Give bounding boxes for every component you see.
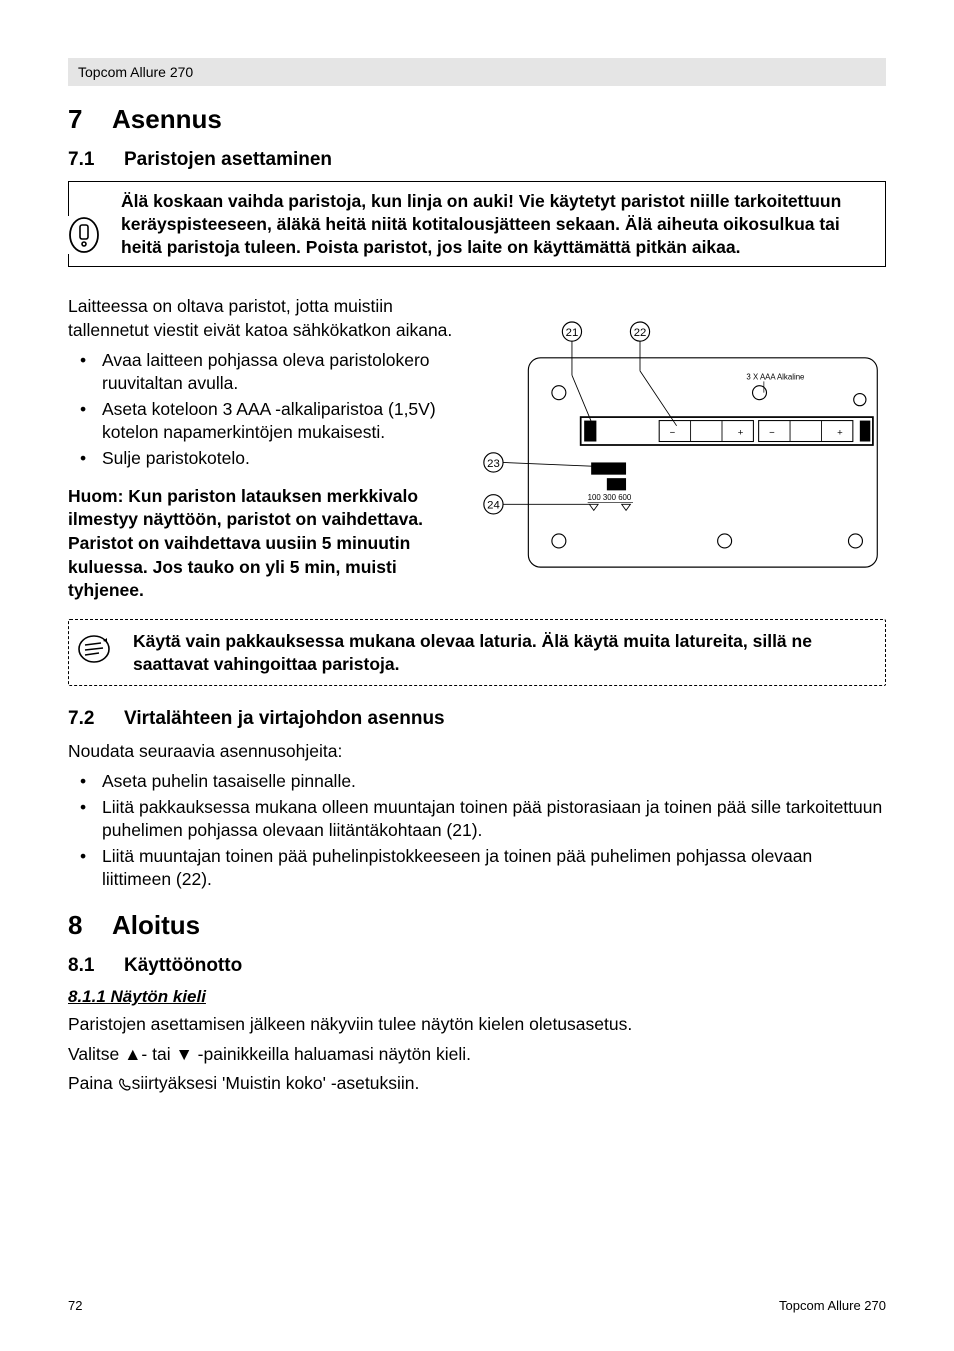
list-item: Aseta koteloon 3 AAA -alkaliparistoa (1,… — [68, 398, 468, 445]
list-item: Aseta puhelin tasaiselle pinnalle. — [68, 770, 886, 794]
svg-text:+: + — [738, 428, 744, 439]
intro-paragraph: Laitteessa on oltava paristot, jotta mui… — [68, 295, 468, 342]
subsection-8-1-title: Käyttöönotto — [124, 955, 242, 976]
svg-text:−: − — [670, 428, 676, 439]
bullet-list-1: Avaa laitteen pohjassa oleva paristoloke… — [68, 349, 468, 471]
text-span: - tai — [141, 1044, 175, 1064]
svg-text:−: − — [769, 428, 775, 439]
para-8-1-1-c: Paina siirtyäksesi 'Muistin koko' -asetu… — [68, 1072, 886, 1096]
page-header: Topcom Allure 270 — [68, 58, 886, 86]
text-span: Paina — [68, 1073, 118, 1093]
bullet-list-2: Aseta puhelin tasaiselle pinnalle. Liitä… — [68, 770, 886, 892]
up-triangle-icon: ▲ — [124, 1044, 141, 1064]
slider-numbers: 100 300 600 — [588, 493, 632, 502]
section-7-heading: 7Asennus — [68, 104, 886, 135]
note-icon — [77, 634, 111, 664]
note-box: Käytä vain pakkauksessa mukana olevaa la… — [68, 619, 886, 687]
list-item: Avaa laitteen pohjassa oleva paristoloke… — [68, 349, 468, 396]
page-footer: 72 Topcom Allure 270 — [68, 1298, 886, 1313]
para-8-1-1-b: Valitse ▲- tai ▼ -painikkeilla haluamasi… — [68, 1043, 886, 1067]
subsection-7-2-heading: 7.2Virtalähteen ja virtajohdon asennus — [68, 708, 886, 730]
list-item: Liitä muuntajan toinen pää puhelinpistok… — [68, 845, 886, 892]
battery-label: 3 X AAA Alkaline — [746, 373, 805, 382]
svg-text:+: + — [837, 428, 843, 439]
section-8-heading: 8Aloitus — [68, 910, 886, 941]
page-number: 72 — [68, 1298, 82, 1313]
section-8-number: 8 — [68, 910, 112, 941]
para-8-1-1-a: Paristojen asettamisen jälkeen näkyviin … — [68, 1013, 886, 1037]
subsection-8-1-heading: 8.1Käyttöönotto — [68, 955, 886, 977]
phone-icon — [118, 1077, 132, 1091]
text-span: Valitse — [68, 1044, 124, 1064]
callout-23: 23 — [487, 458, 500, 470]
subsection-8-1-1-heading: 8.1.1 Näytön kieli — [68, 987, 886, 1007]
text-span: -painikkeilla haluamasi näytön kieli. — [193, 1044, 471, 1064]
subsection-7-1-title: Paristojen asettaminen — [124, 149, 332, 170]
warning-text: Älä koskaan vaihda paristoja, kun linja … — [121, 190, 873, 258]
section-7-title: Asennus — [112, 104, 222, 134]
down-triangle-icon: ▼ — [175, 1044, 192, 1064]
callout-22: 22 — [634, 327, 647, 339]
list-item: Sulje paristokotelo. — [68, 447, 468, 471]
warning-box: Älä koskaan vaihda paristoja, kun linja … — [68, 181, 886, 267]
subsection-7-1-heading: 7.1Paristojen asettaminen — [68, 149, 886, 171]
footer-model: Topcom Allure 270 — [779, 1298, 886, 1313]
subsection-7-1-number: 7.1 — [68, 149, 124, 171]
device-diagram: 21 22 23 24 — [476, 295, 886, 603]
subsection-8-1-number: 8.1 — [68, 955, 124, 977]
section-7-number: 7 — [68, 104, 112, 135]
subsection-7-2-number: 7.2 — [68, 708, 124, 730]
subsection-7-2-title: Virtalähteen ja virtajohdon asennus — [124, 708, 445, 729]
bold-note: Huom: Kun pariston latauksen merkkivalo … — [68, 485, 468, 603]
callout-24: 24 — [487, 500, 500, 512]
para-7-2-intro: Noudata seuraavia asennusohjeita: — [68, 740, 886, 764]
callout-21: 21 — [566, 327, 579, 339]
list-item: Liitä pakkauksessa mukana olleen muuntaj… — [68, 796, 886, 843]
note-text: Käytä vain pakkauksessa mukana olevaa la… — [133, 630, 871, 676]
warning-icon — [67, 216, 101, 254]
section-8-title: Aloitus — [112, 910, 200, 940]
text-span: siirtyäksesi 'Muistin koko' -asetuksiin. — [132, 1073, 420, 1093]
